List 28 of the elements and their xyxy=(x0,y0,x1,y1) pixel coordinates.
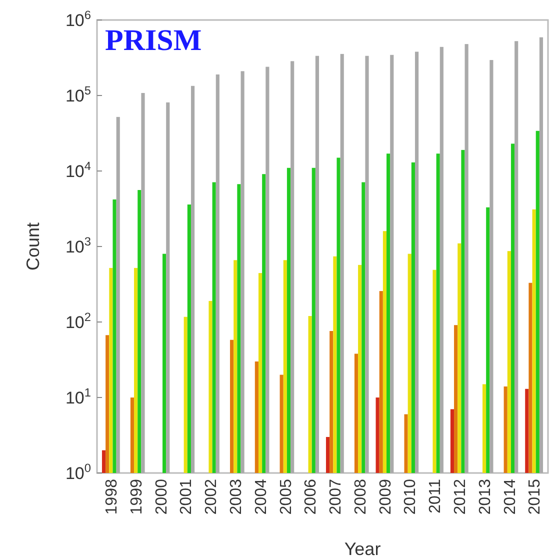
x-tick-label: 2008 xyxy=(352,478,370,515)
x-tick-label: 2013 xyxy=(476,478,494,515)
x-tick-label: 2002 xyxy=(203,478,220,515)
x-tick-label: 2015 xyxy=(526,478,544,515)
y-axis-title: Count xyxy=(23,222,43,271)
x-tick-label: 2000 xyxy=(153,478,170,515)
x-tick-label: 2005 xyxy=(278,478,295,515)
x-tick-label: 2009 xyxy=(377,478,394,515)
x-tick-label: 2006 xyxy=(302,478,320,515)
y-tick-label: 10$^{3}$ xyxy=(65,234,92,256)
y-tick-label: 10$^{5}$ xyxy=(65,83,92,106)
x-tick-label: 2014 xyxy=(502,478,519,515)
y-tick-label: 10$^{2}$ xyxy=(65,310,92,332)
x-tick-label: 2001 xyxy=(178,478,196,515)
x-tick-label: 1998 xyxy=(104,478,121,515)
x-tick-label: 2010 xyxy=(402,478,420,515)
x-tick-label: 1999 xyxy=(128,478,146,515)
x-tick-label: 2011 xyxy=(427,478,444,514)
x-tick-label: 2007 xyxy=(328,478,345,515)
x-tick-label: 2012 xyxy=(452,478,469,515)
x-axis-title: Year xyxy=(344,539,381,559)
chart-title: PRISM xyxy=(105,24,202,57)
y-tick-label: 10$^{0}$ xyxy=(65,460,92,483)
y-tick-label: 10$^{6}$ xyxy=(65,8,92,30)
x-tick-label: 2004 xyxy=(252,478,270,515)
x-tick-label: 2003 xyxy=(228,478,245,515)
y-tick-label: 10$^{1}$ xyxy=(65,385,92,408)
y-tick-label: 10$^{4}$ xyxy=(65,158,92,181)
